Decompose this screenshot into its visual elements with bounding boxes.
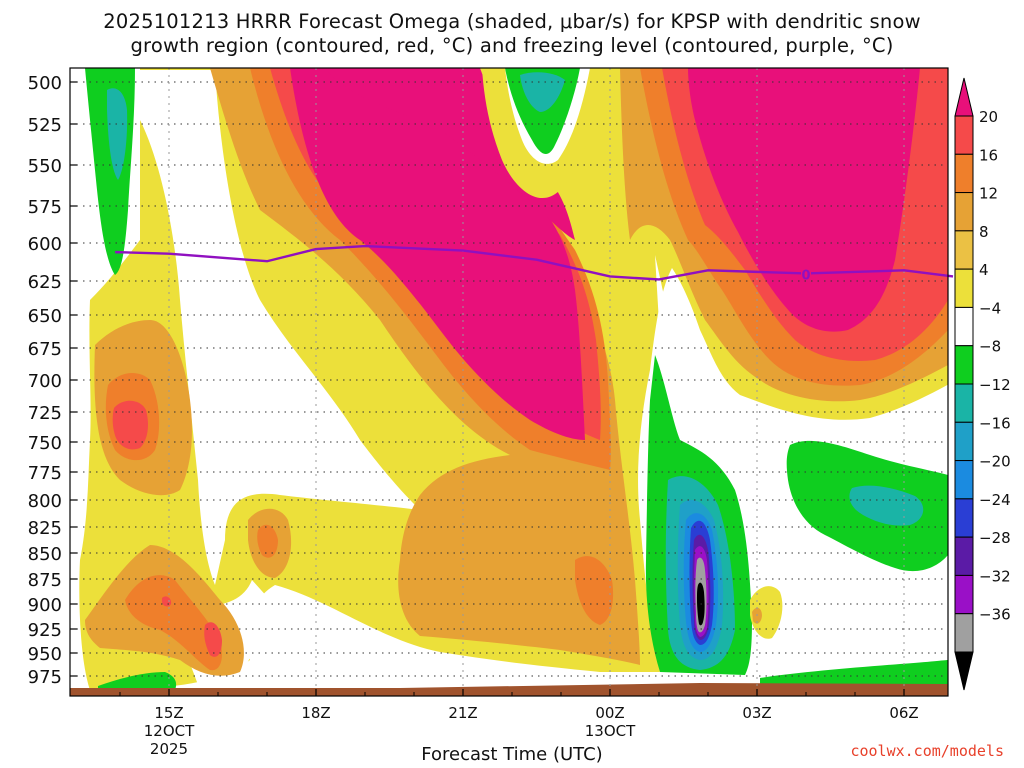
colorbar-box bbox=[954, 268, 974, 308]
y-tick-label: 625 bbox=[28, 272, 62, 293]
colorbar-box bbox=[954, 153, 974, 194]
omega-region-16-20-lower bbox=[204, 622, 222, 657]
omega-shaded-field bbox=[70, 68, 948, 696]
chart-title-line2: growth region (contoured, red, °C) and f… bbox=[130, 34, 894, 57]
colorbar-min-arrow bbox=[954, 651, 974, 691]
colorbar: 20 16 12 8 4 −4 −8 −12 −16 −20 −24 −28 −32 −36 bbox=[954, 77, 1011, 691]
x-axis-label: Forecast Time (UTC) bbox=[421, 744, 603, 765]
y-tick-label: 900 bbox=[28, 595, 62, 616]
omega-gap-upper-left bbox=[125, 70, 420, 585]
x-tick-label: 21Z bbox=[448, 704, 477, 722]
colorbar-box bbox=[954, 498, 974, 538]
credit-link[interactable]: coolwx.com/models bbox=[850, 742, 1004, 760]
colorbar-box bbox=[954, 613, 974, 653]
y-tick-label: 600 bbox=[28, 234, 62, 255]
x-tick-sublabel: 12OCT bbox=[144, 722, 195, 740]
x-tick-sublabel2: 2025 bbox=[150, 740, 188, 758]
x-tick-label: 18Z bbox=[301, 704, 330, 722]
x-tick-sublabel: 13OCT bbox=[585, 722, 636, 740]
colorbar-box bbox=[954, 230, 974, 270]
omega-region-16-20-left bbox=[112, 400, 148, 450]
y-tick-label: 825 bbox=[28, 518, 62, 539]
colorbar-box bbox=[954, 574, 974, 615]
colorbar-level-label: −12 bbox=[979, 376, 1011, 394]
y-axis: 500 525 550 575 600 625 650 675 700 725 750 775 800 8… bbox=[28, 73, 77, 688]
colorbar-box bbox=[954, 115, 974, 155]
colorbar-level-label: −36 bbox=[979, 606, 1011, 624]
y-tick-label: 800 bbox=[28, 491, 62, 512]
omega-region-12-16-lower bbox=[125, 575, 222, 671]
colorbar-level-label: 16 bbox=[979, 146, 998, 164]
y-tick-label: 575 bbox=[28, 197, 62, 218]
omega-region-neg-8-12-upper bbox=[107, 88, 128, 180]
y-tick-label: 700 bbox=[28, 371, 62, 392]
omega-region-neg-8-12-right bbox=[849, 485, 924, 526]
colorbar-box bbox=[954, 536, 974, 576]
y-tick-label: 650 bbox=[28, 306, 62, 327]
y-tick-label: 950 bbox=[28, 644, 62, 665]
colorbar-level-label: −24 bbox=[979, 491, 1011, 509]
x-tick-label: 15Z bbox=[154, 704, 183, 722]
y-tick-label: 750 bbox=[28, 433, 62, 454]
colorbar-max-arrow bbox=[954, 77, 974, 117]
omega-region-gt-20-right bbox=[688, 68, 920, 332]
colorbar-level-label: 12 bbox=[979, 185, 998, 203]
y-tick-label: 725 bbox=[28, 403, 62, 424]
colorbar-level-label: −28 bbox=[979, 529, 1011, 547]
omega-region-12-16-mid bbox=[575, 556, 614, 625]
x-tick-label: 00Z bbox=[595, 704, 624, 722]
y-tick-label: 525 bbox=[28, 115, 62, 136]
colorbar-box bbox=[954, 306, 974, 347]
y-tick-label: 850 bbox=[28, 544, 62, 565]
chart-title-line1: 2025101213 HRRR Forecast Omega (shaded, … bbox=[103, 10, 921, 33]
colorbar-level-label: −20 bbox=[979, 453, 1011, 471]
omega-region-neg-4-8-bottom-left bbox=[98, 672, 177, 690]
y-tick-label: 675 bbox=[28, 339, 62, 360]
freezing-level-line: 0 bbox=[115, 244, 954, 283]
colorbar-level-label: −16 bbox=[979, 414, 1011, 432]
ground-surface bbox=[70, 683, 948, 696]
colorbar-box bbox=[954, 345, 974, 385]
omega-region-4-8-center bbox=[482, 68, 606, 199]
colorbar-level-label: 4 bbox=[979, 261, 989, 279]
y-tick-label: 550 bbox=[28, 156, 62, 177]
colorbar-box bbox=[954, 192, 974, 232]
colorbar-box bbox=[954, 383, 974, 423]
y-tick-label: 975 bbox=[28, 667, 62, 688]
omega-region-neg-4-8-bottom bbox=[760, 660, 948, 690]
y-tick-label: 500 bbox=[28, 73, 62, 94]
y-tick-label: 775 bbox=[28, 463, 62, 484]
colorbar-level-label: 8 bbox=[979, 223, 989, 241]
freezing-level-contour bbox=[115, 244, 954, 281]
omega-region-neg-8-12-center bbox=[520, 72, 565, 112]
colorbar-level-label: −8 bbox=[979, 338, 1001, 356]
y-tick-label: 875 bbox=[28, 570, 62, 591]
freezing-level-label: 0 bbox=[801, 268, 810, 283]
colorbar-level-label: 20 bbox=[979, 108, 998, 126]
omega-region-4-8-small bbox=[750, 586, 783, 639]
y-tick-label: 925 bbox=[28, 620, 62, 641]
colorbar-level-label: −32 bbox=[979, 567, 1011, 585]
omega-region-12-16-small bbox=[257, 524, 278, 558]
x-tick-label: 06Z bbox=[889, 704, 918, 722]
colorbar-box bbox=[954, 421, 974, 462]
freezing-level-label-bg bbox=[801, 265, 811, 281]
colorbar-box bbox=[954, 460, 974, 500]
omega-region-gt-20 bbox=[290, 68, 585, 440]
plot-frame bbox=[69, 67, 949, 697]
x-tick-label: 03Z bbox=[742, 704, 771, 722]
colorbar-level-label: −4 bbox=[979, 299, 1001, 317]
